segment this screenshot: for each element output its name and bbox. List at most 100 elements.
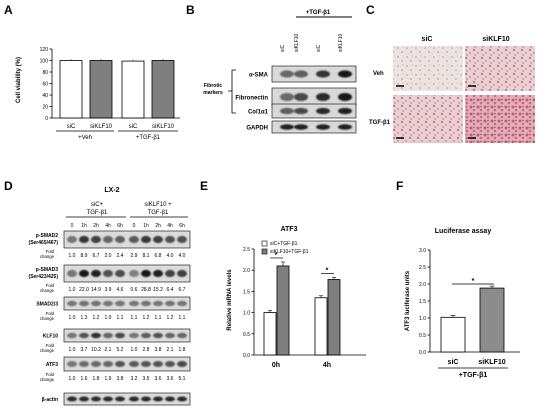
blot-band — [79, 300, 89, 307]
blot-row-label: α-SMA — [249, 73, 269, 79]
fold-value: 3.5 — [143, 376, 150, 382]
blot-band — [165, 300, 175, 307]
panel-b-lane-labels: siC siKLF10 siC siKLF10 — [280, 33, 344, 52]
fold-value: 6.4 — [167, 287, 174, 293]
blot-band — [115, 332, 125, 339]
blot-band — [153, 332, 163, 339]
fold-value: 3.2 — [131, 376, 138, 382]
blot-band — [103, 269, 113, 278]
fold-label: Fold — [46, 283, 55, 288]
blot-band — [177, 361, 187, 367]
blot-band — [165, 332, 175, 339]
blot-band — [129, 396, 139, 402]
blot-band — [141, 269, 151, 278]
blot-band — [103, 332, 113, 339]
y-tick-label: 3.0 — [419, 248, 426, 254]
sig-marker: * — [275, 252, 278, 259]
blot-band — [153, 235, 163, 244]
panel-c-col-sic: siC — [422, 36, 433, 43]
fold-value: 1.0 — [69, 347, 76, 353]
blot-band — [115, 300, 125, 307]
legend-label: siKLF10+TGF-β1 — [270, 249, 309, 255]
fold-value: 2.9 — [131, 253, 138, 259]
blot-band — [79, 235, 89, 244]
fold-value: 1.1 — [155, 315, 162, 321]
blot-band — [67, 396, 77, 402]
blot-band — [177, 300, 187, 307]
blot-row-label: SMAD2/3 — [36, 302, 58, 308]
panel-label-e: E — [200, 179, 208, 193]
blot-band — [67, 300, 77, 307]
x-tick-label: siC — [448, 359, 459, 366]
timepoint-label: 2h — [155, 223, 161, 229]
y-tick-label: 1.0 — [243, 311, 250, 317]
blot-band — [141, 361, 151, 367]
y-tick-label: 0.5 — [243, 332, 250, 338]
fold-value: 3.6 — [167, 376, 174, 382]
y-tick-label: 2.5 — [419, 265, 426, 271]
blot-band — [177, 332, 187, 339]
fold-value: 6.7 — [179, 287, 186, 293]
blot-band — [67, 361, 77, 367]
blot-band — [177, 396, 187, 402]
blot-membrane — [271, 65, 357, 83]
timepoint-label: 2h — [93, 223, 99, 229]
blot-band — [280, 70, 294, 78]
fold-value: 8.9 — [81, 253, 88, 259]
panel-a: A Cell viability (%) 0 20 40 60 80 100 120 siC… — [4, 3, 180, 141]
fold-value: 3.8 — [155, 347, 162, 353]
y-tick-label: 0 — [45, 116, 48, 122]
blot-band — [153, 269, 163, 278]
panel-e-legend: siC+TGF-β1 siKLF10+TGF-β1 — [261, 240, 309, 255]
blot-band — [129, 269, 139, 278]
blot-band — [67, 269, 77, 278]
lane-label: siC — [316, 44, 322, 52]
blot-band — [294, 124, 308, 130]
fold-value: 28.8 — [141, 287, 151, 293]
panel-e-ylabel: Relative mRNA levels — [227, 269, 233, 331]
fold-value: 10.2 — [91, 347, 101, 353]
bar-sic — [121, 60, 145, 119]
x-tick-label: siKLF10 — [152, 124, 175, 130]
bar-siklf10 — [276, 265, 290, 356]
panel-e-bars: 0h * 4h * — [263, 252, 341, 369]
blot-band — [91, 361, 101, 367]
fold-value: 3.8 — [117, 376, 124, 382]
blot-band — [103, 361, 113, 367]
panel-c-row-tgf: TGF-β1 — [369, 120, 391, 126]
fold-value: 1.0 — [69, 287, 76, 293]
blot-row: β-actin — [42, 392, 191, 406]
panel-label-d: D — [4, 179, 13, 193]
fold-value: 5.2 — [117, 347, 124, 353]
blot-band — [153, 361, 163, 367]
blot-row-label: β-actin — [42, 397, 58, 403]
panel-d: D LX-2 siC+ TGF-β1 siKLF10 + TGF-β1 0 1h 2… — [4, 179, 191, 406]
fold-value: 1.0 — [69, 315, 76, 321]
blot-band — [141, 332, 151, 339]
panel-e-axes: 0.0 0.5 1.0 1.5 2.0 2.5 — [243, 247, 366, 359]
blot-membrane — [271, 120, 357, 134]
bar-sic — [263, 312, 277, 356]
timepoint-label: 4h — [105, 223, 111, 229]
fold-value: 1.2 — [93, 315, 100, 321]
blot-band — [316, 124, 330, 130]
blot-band — [338, 70, 352, 78]
blot-band — [280, 107, 294, 115]
panel-d-group2-line1: siKLF10 + — [144, 202, 172, 208]
panel-label-c: C — [366, 3, 375, 17]
panel-e-title: ATF3 — [281, 226, 298, 233]
blot-band — [280, 92, 294, 102]
y-tick-label: 1.5 — [419, 299, 426, 305]
bar-sic — [440, 316, 466, 353]
panel-label-f: F — [396, 179, 403, 193]
blot-band — [79, 269, 89, 278]
y-tick-label: 40 — [42, 93, 48, 99]
y-tick-label: 0.5 — [419, 333, 426, 339]
blot-band — [115, 269, 125, 278]
fold-value: 5.1 — [179, 376, 186, 382]
blot-band — [316, 70, 330, 78]
panel-a-ylabel: Cell viability (%) — [16, 57, 22, 103]
panel-d-group1-line1: siC+ — [91, 202, 104, 208]
